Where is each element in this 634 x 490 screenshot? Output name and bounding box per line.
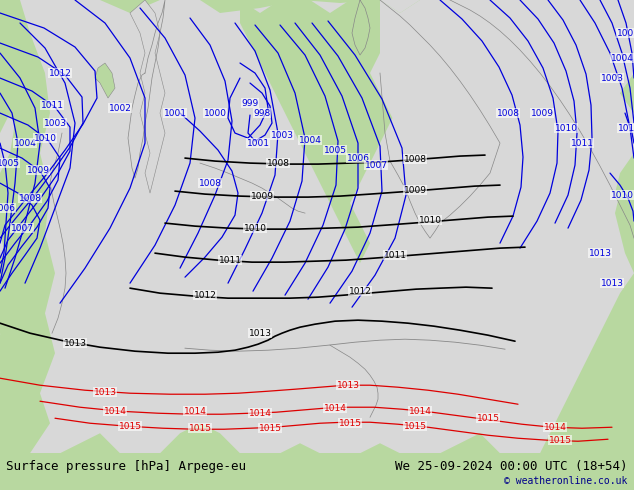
Text: 1006: 1006 — [347, 153, 370, 163]
Text: 1015: 1015 — [259, 424, 281, 433]
Text: 1002: 1002 — [108, 103, 131, 113]
Text: 1015: 1015 — [477, 414, 500, 423]
Text: 1009: 1009 — [403, 186, 427, 195]
Text: 1014: 1014 — [543, 423, 566, 432]
Text: 1006: 1006 — [0, 204, 15, 213]
Text: 1011: 1011 — [571, 139, 593, 147]
Text: 1011: 1011 — [384, 251, 406, 260]
Text: 1003: 1003 — [44, 119, 67, 127]
Text: 1014: 1014 — [249, 409, 271, 418]
Text: © weatheronline.co.uk: © weatheronline.co.uk — [504, 476, 628, 486]
Text: 1004: 1004 — [13, 139, 36, 147]
Polygon shape — [550, 0, 634, 453]
Text: 1012: 1012 — [49, 69, 72, 77]
Text: 1008: 1008 — [18, 194, 41, 202]
Text: 1007: 1007 — [365, 161, 387, 170]
Text: 1008: 1008 — [403, 154, 427, 164]
Text: 1005: 1005 — [616, 28, 634, 38]
Polygon shape — [0, 0, 55, 453]
Text: 1009: 1009 — [27, 166, 49, 174]
Text: 1010: 1010 — [418, 216, 441, 224]
Text: 1008: 1008 — [266, 159, 290, 168]
Text: 1005: 1005 — [0, 159, 20, 168]
Text: 1011: 1011 — [618, 123, 634, 133]
Text: 1013: 1013 — [249, 329, 271, 338]
Text: 1009: 1009 — [250, 192, 273, 200]
Text: 1004: 1004 — [611, 53, 633, 63]
Text: 1013: 1013 — [600, 279, 623, 288]
Text: 999: 999 — [242, 98, 259, 108]
Polygon shape — [240, 0, 420, 263]
Text: 1014: 1014 — [103, 407, 126, 416]
Text: 1011: 1011 — [41, 100, 63, 110]
Text: 1013: 1013 — [63, 339, 86, 348]
Text: 1014: 1014 — [323, 404, 346, 413]
Text: 1013: 1013 — [588, 248, 612, 258]
Text: 1010: 1010 — [555, 123, 578, 133]
Text: 1013: 1013 — [337, 381, 359, 390]
Text: 1003: 1003 — [600, 74, 623, 82]
Text: 1010: 1010 — [34, 134, 56, 143]
Text: 1001: 1001 — [247, 139, 269, 147]
Text: 1015: 1015 — [548, 436, 571, 445]
Text: 1000: 1000 — [204, 109, 226, 118]
Text: 1015: 1015 — [188, 424, 212, 433]
Text: 1010: 1010 — [611, 191, 633, 199]
Text: 1005: 1005 — [323, 146, 347, 154]
Polygon shape — [370, 0, 634, 333]
Text: 1015: 1015 — [339, 419, 361, 428]
Text: 998: 998 — [254, 109, 271, 118]
Text: 1004: 1004 — [299, 136, 321, 145]
Text: 1014: 1014 — [184, 407, 207, 416]
Text: 1001: 1001 — [164, 109, 186, 118]
Text: 1015: 1015 — [119, 422, 141, 431]
Text: 1010: 1010 — [243, 223, 266, 233]
Text: 1007: 1007 — [11, 223, 34, 233]
Polygon shape — [130, 0, 165, 193]
Text: 1003: 1003 — [271, 130, 294, 140]
Polygon shape — [0, 0, 634, 453]
Text: Surface pressure [hPa] Arpege-eu: Surface pressure [hPa] Arpege-eu — [6, 460, 247, 473]
Text: 1013: 1013 — [93, 388, 117, 397]
Text: 1012: 1012 — [349, 287, 372, 295]
Text: 1008: 1008 — [198, 178, 221, 188]
Text: 1008: 1008 — [496, 109, 519, 118]
Polygon shape — [95, 63, 115, 98]
Text: 1011: 1011 — [219, 256, 242, 265]
Text: We 25-09-2024 00:00 UTC (18+54): We 25-09-2024 00:00 UTC (18+54) — [395, 460, 628, 473]
Text: 1014: 1014 — [408, 407, 432, 416]
Text: 1015: 1015 — [403, 422, 427, 431]
Text: 1009: 1009 — [531, 109, 553, 118]
Text: 1012: 1012 — [193, 291, 216, 300]
